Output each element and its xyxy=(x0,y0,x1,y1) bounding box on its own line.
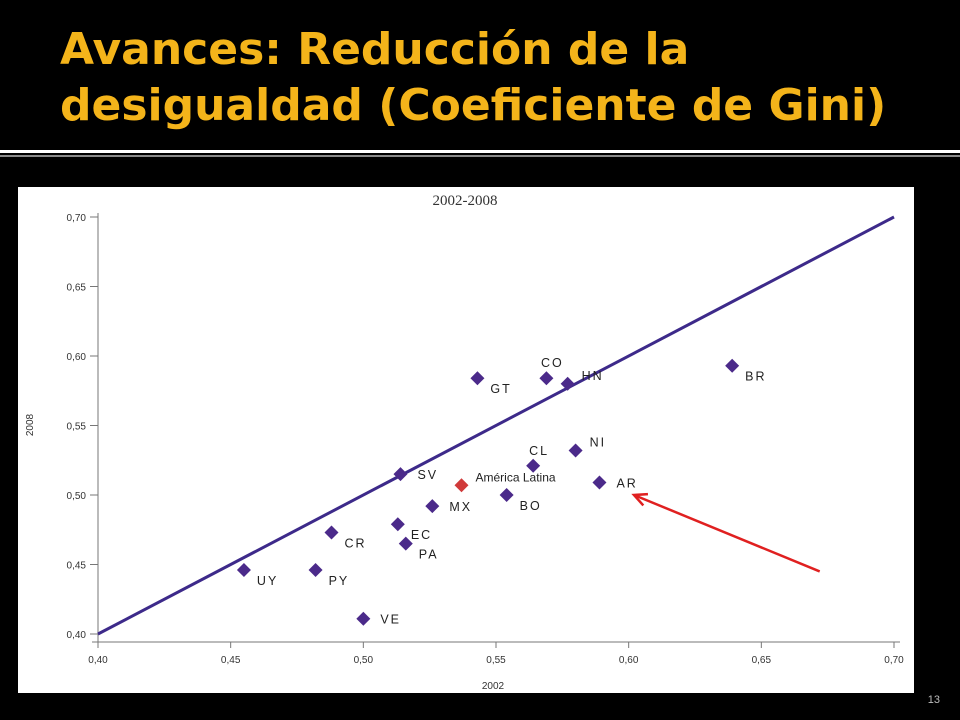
slide-title: Avances: Reducción de la desigualdad (Co… xyxy=(60,24,887,131)
point-label-hn: HN xyxy=(582,369,604,383)
gini-scatter-chart: 0,40 0,40 0,45 0,45 0,50 0,50 0,55 0,55 0,60 0,60… xyxy=(18,187,914,693)
point-ni xyxy=(568,443,583,458)
labels-layer: UY PY CR VE EC PA SV MX América Latina BO GT CO HN CL… xyxy=(257,356,766,627)
point-cr xyxy=(324,525,339,540)
y-axis-label: 2008 xyxy=(25,413,36,436)
point-label-cr: CR xyxy=(344,537,366,551)
arrow-layer xyxy=(631,492,821,573)
point-label-sv: SV xyxy=(417,468,438,482)
point-am-rica-latina xyxy=(454,478,469,493)
point-py xyxy=(308,563,323,578)
point-ar xyxy=(592,475,607,490)
x-tick-label: 0,60 xyxy=(619,655,639,666)
axes: 0,40 0,40 0,45 0,45 0,50 0,50 0,55 0,55 0,60 0,60… xyxy=(67,213,904,666)
x-axis-label: 2002 xyxy=(482,681,505,692)
point-label-pa: PA xyxy=(419,548,439,562)
point-bo xyxy=(499,488,514,502)
y-tick-label: 0,55 xyxy=(67,422,87,433)
point-co xyxy=(539,371,554,386)
point-label-py: PY xyxy=(329,574,350,588)
title-divider-shadow xyxy=(0,155,960,157)
title-bar: Avances: Reducción de la desigualdad (Co… xyxy=(0,0,960,150)
point-gt xyxy=(470,371,485,386)
point-label-co: CO xyxy=(541,356,564,370)
y-tick-label: 0,50 xyxy=(67,491,87,502)
x-tick-label: 0,65 xyxy=(752,655,772,666)
points-layer xyxy=(236,358,740,626)
equality-line xyxy=(97,215,895,636)
point-label-ec: EC xyxy=(411,528,432,542)
chart-title: 2002-2008 xyxy=(433,193,498,209)
point-hn xyxy=(560,376,575,391)
equality-line-layer xyxy=(97,215,895,636)
y-tick-label: 0,65 xyxy=(67,283,87,294)
y-tick-label: 0,40 xyxy=(67,630,87,641)
point-ve xyxy=(356,611,371,626)
point-br xyxy=(725,358,740,373)
x-tick-label: 0,40 xyxy=(88,655,108,666)
x-tick-label: 0,70 xyxy=(884,655,904,666)
point-label-gt: GT xyxy=(490,382,511,396)
y-tick-label: 0,60 xyxy=(67,352,87,363)
point-label-mx: MX xyxy=(449,500,472,514)
point-label-ni: NI xyxy=(590,436,607,450)
point-label-ve: VE xyxy=(380,613,401,627)
title-divider xyxy=(0,150,960,153)
x-tick-label: 0,45 xyxy=(221,655,241,666)
x-tick-label: 0,50 xyxy=(354,655,374,666)
point-pa xyxy=(398,536,413,551)
point-sv xyxy=(393,467,408,482)
point-label-am-rica-latina: América Latina xyxy=(476,470,556,484)
point-label-cl: CL xyxy=(529,444,549,458)
annotation-arrow-head xyxy=(631,492,649,507)
point-ec xyxy=(390,517,405,532)
y-tick-label: 0,70 xyxy=(67,213,87,224)
x-tick-label: 0,55 xyxy=(486,655,506,666)
y-tick-label: 0,45 xyxy=(67,561,87,572)
point-label-bo: BO xyxy=(520,499,542,513)
point-label-ar: AR xyxy=(616,476,637,490)
point-label-br: BR xyxy=(745,370,766,384)
point-label-uy: UY xyxy=(257,574,278,588)
point-mx xyxy=(425,499,440,514)
point-uy xyxy=(236,563,251,578)
point-cl xyxy=(526,458,541,473)
annotation-arrow-shaft xyxy=(633,493,821,573)
page-number: 13 xyxy=(927,694,940,706)
